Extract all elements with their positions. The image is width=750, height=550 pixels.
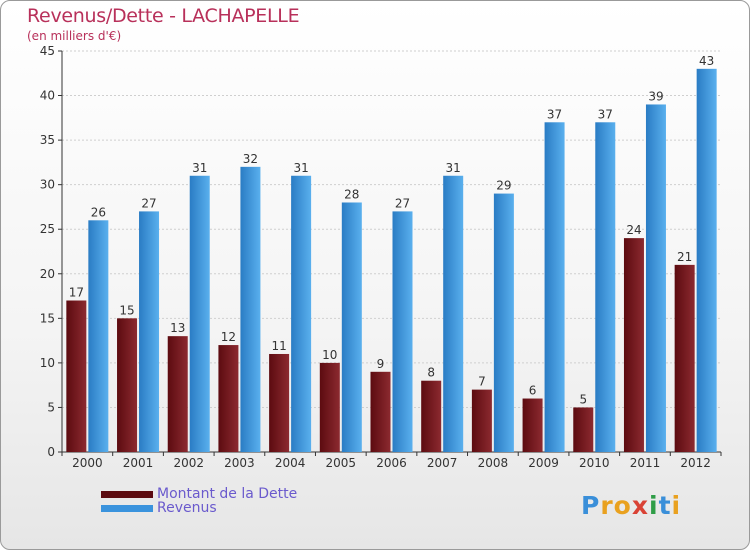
bar-revenue	[139, 211, 160, 452]
legend-swatch-debt	[101, 491, 153, 498]
bar-debt	[269, 353, 290, 452]
bar-revenue	[240, 166, 261, 452]
x-tick-label: 2008	[478, 456, 509, 470]
data-label-revenue: 39	[648, 89, 663, 103]
bar-debt	[573, 407, 594, 452]
bar-debt	[319, 362, 340, 452]
data-label-debt: 12	[221, 330, 236, 344]
bar-revenue	[645, 104, 666, 452]
data-label-debt: 10	[322, 348, 337, 362]
data-label-revenue: 31	[446, 161, 461, 175]
legend-swatch-revenue	[101, 505, 153, 512]
bar-debt	[218, 345, 239, 452]
bar-revenue	[443, 175, 464, 452]
bar-revenue	[493, 193, 514, 453]
data-label-debt: 21	[677, 250, 692, 264]
bar-revenue	[544, 122, 565, 453]
y-tick-label: 30	[40, 178, 55, 192]
y-tick-label: 45	[40, 44, 55, 58]
bar-debt	[421, 380, 442, 452]
x-tick-label: 2005	[326, 456, 357, 470]
chart-title: Revenus/Dette - LACHAPELLE	[27, 5, 300, 27]
x-tick-label: 2003	[224, 456, 255, 470]
data-label-debt: 7	[478, 375, 486, 389]
bar-debt	[674, 264, 695, 452]
data-label-debt: 5	[579, 392, 587, 406]
bar-revenue	[88, 220, 109, 452]
y-tick-label: 15	[40, 311, 55, 325]
proxiti-logo: Proxiti	[581, 491, 682, 520]
x-tick-label: 2000	[72, 456, 103, 470]
x-tick-label: 2001	[123, 456, 154, 470]
y-tick-label: 40	[40, 89, 55, 103]
bar-debt	[370, 371, 391, 452]
y-tick-label: 10	[40, 356, 55, 370]
x-tick-label: 2011	[630, 456, 661, 470]
bar-debt	[522, 398, 543, 452]
legend-label-revenue: Revenus	[157, 500, 217, 516]
x-tick-label: 2010	[579, 456, 610, 470]
bar-revenue	[696, 68, 717, 453]
y-tick-label: 0	[47, 445, 55, 459]
bar-revenue	[341, 202, 362, 452]
data-label-debt: 11	[271, 339, 286, 353]
bar-debt	[167, 336, 188, 452]
data-label-revenue: 29	[496, 179, 511, 193]
bar-debt	[66, 300, 87, 452]
y-tick-label: 35	[40, 133, 55, 147]
data-label-debt: 15	[119, 303, 134, 317]
bar-debt	[117, 318, 138, 452]
bar-revenue	[291, 175, 312, 452]
bar-revenue	[189, 175, 210, 452]
x-tick-label: 2009	[528, 456, 559, 470]
data-label-debt: 6	[529, 384, 537, 398]
chart-subtitle: (en milliers d'€)	[27, 29, 122, 43]
x-tick-label: 2012	[680, 456, 711, 470]
bar-revenue	[595, 122, 616, 453]
y-tick-label: 25	[40, 222, 55, 236]
x-tick-label: 2006	[376, 456, 407, 470]
data-label-revenue: 37	[547, 107, 562, 121]
y-tick-label: 20	[40, 267, 55, 281]
data-label-revenue: 27	[141, 196, 156, 210]
data-label-revenue: 43	[699, 54, 714, 68]
data-label-debt: 8	[427, 366, 435, 380]
data-label-revenue: 31	[192, 161, 207, 175]
x-tick-label: 2004	[275, 456, 306, 470]
data-label-debt: 24	[626, 223, 641, 237]
data-label-revenue: 27	[395, 196, 410, 210]
data-label-revenue: 32	[243, 152, 258, 166]
bar-debt	[623, 238, 644, 452]
bar-revenue	[392, 211, 413, 452]
data-label-revenue: 28	[344, 187, 359, 201]
data-label-revenue: 31	[293, 161, 308, 175]
x-tick-label: 2007	[427, 456, 458, 470]
data-label-revenue: 37	[598, 107, 613, 121]
data-label-debt: 9	[377, 357, 385, 371]
x-tick-label: 2002	[173, 456, 204, 470]
y-tick-label: 5	[47, 400, 55, 414]
bar-debt	[471, 389, 492, 452]
data-label-debt: 17	[69, 286, 84, 300]
legend-label-debt: Montant de la Dette	[157, 486, 298, 502]
data-label-revenue: 26	[91, 205, 106, 219]
data-label-debt: 13	[170, 321, 185, 335]
